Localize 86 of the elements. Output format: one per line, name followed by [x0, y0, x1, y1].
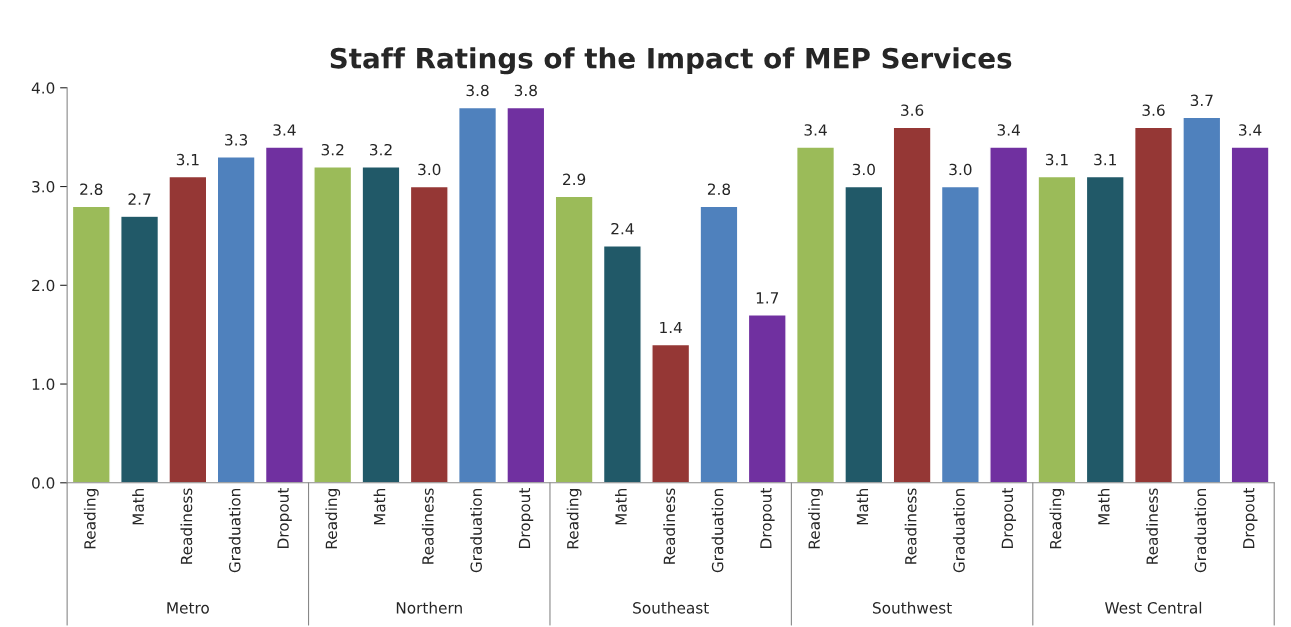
x-tick-label: Graduation [952, 488, 965, 573]
bar [844, 185, 884, 483]
bar [989, 146, 1029, 483]
bar [651, 343, 691, 483]
bar [602, 245, 642, 483]
bar [699, 205, 739, 483]
data-label: 3.1 [176, 153, 199, 166]
bar [120, 215, 160, 483]
x-tick-label: Reading [83, 489, 99, 549]
bar [216, 156, 256, 483]
x-tick-label: Dropout [518, 488, 534, 548]
bar [1182, 116, 1222, 483]
data-label: 3.7 [1190, 94, 1213, 107]
x-tick-label: Math [1097, 488, 1110, 525]
y-tick-label: 4.0 [31, 82, 55, 94]
data-label: 2.9 [563, 173, 586, 186]
data-label: 2.7 [128, 193, 151, 205]
x-tick-label: Math [373, 488, 386, 525]
data-label: 3.3 [225, 134, 248, 146]
bar [313, 166, 353, 483]
x-tick-label: Dropout [1243, 488, 1258, 548]
bar [264, 146, 304, 483]
x-tick-label: Math [856, 488, 869, 525]
x-tick-label: Dropout [277, 488, 292, 548]
x-tick-label: Graduation [711, 488, 724, 573]
bar [71, 205, 111, 483]
bar [361, 166, 401, 483]
data-label: 2.4 [611, 222, 634, 235]
y-tick-label: 3.0 [32, 181, 55, 193]
data-label: 3.1 [1045, 153, 1068, 166]
x-tick-label: Graduation [228, 488, 241, 573]
text: Northern [396, 601, 462, 614]
bar [1230, 146, 1270, 483]
data-label: 3.6 [901, 104, 924, 116]
text: Southwest [872, 601, 952, 614]
x-tick-label: Readiness [421, 488, 434, 564]
x-tick-label: Graduation [1194, 488, 1207, 573]
data-label: 3.4 [1239, 124, 1262, 136]
x-tick-label: Dropout [760, 488, 775, 548]
x-tick-label: Readiness [663, 488, 676, 564]
bar [506, 106, 546, 483]
bar [554, 195, 594, 483]
y-tick-label: 1.0 [32, 378, 55, 391]
bar [409, 185, 449, 483]
chart-title: Staff Ratings of the Impact of MEP Services [330, 47, 1012, 75]
bar [1085, 175, 1125, 483]
data-label: 2.8 [707, 183, 731, 195]
data-label: 3.2 [321, 143, 344, 156]
bar [458, 106, 498, 483]
x-tick-label: Readiness [904, 488, 917, 564]
bar [1037, 175, 1077, 483]
bar [940, 185, 980, 483]
data-label: 3.6 [1142, 104, 1165, 116]
text: Southeast [633, 601, 709, 614]
data-label: 1.7 [756, 292, 779, 304]
y-tick-label: 2.0 [32, 279, 55, 292]
data-label: 3.4 [804, 124, 827, 136]
data-label: 1.4 [660, 321, 682, 334]
x-tick-label: Reading [808, 489, 823, 549]
bar [168, 175, 208, 483]
data-label: 3.1 [1094, 153, 1116, 166]
bar [1133, 126, 1174, 483]
data-label: 3.0 [852, 163, 875, 176]
x-tick-label: Math [615, 488, 627, 525]
data-label: 2.8 [80, 183, 103, 195]
data-label: 3.4 [997, 124, 1020, 136]
data-label: 3.0 [949, 163, 972, 176]
x-tick-label: Readiness [180, 488, 193, 564]
bar [795, 146, 836, 483]
text: West Central [1105, 601, 1202, 614]
data-label: 3.4 [273, 124, 296, 136]
data-label: 3.2 [369, 143, 392, 156]
bar [747, 314, 787, 483]
x-tick-label: Readiness [1146, 488, 1158, 564]
bar [892, 126, 932, 483]
x-tick-label: Math [132, 488, 144, 525]
data-label: 3.8 [466, 84, 489, 97]
text: Metro [167, 602, 209, 614]
data-label: 3.0 [418, 163, 441, 176]
x-tick-label: Reading [1049, 489, 1065, 549]
y-tick-label: 0.0 [32, 477, 55, 489]
x-tick-label: Graduation [470, 488, 482, 573]
x-tick-label: Reading [566, 489, 582, 549]
x-tick-label: Dropout [1001, 488, 1017, 548]
x-tick-label: Reading [325, 489, 341, 549]
data-label: 3.8 [514, 84, 537, 97]
